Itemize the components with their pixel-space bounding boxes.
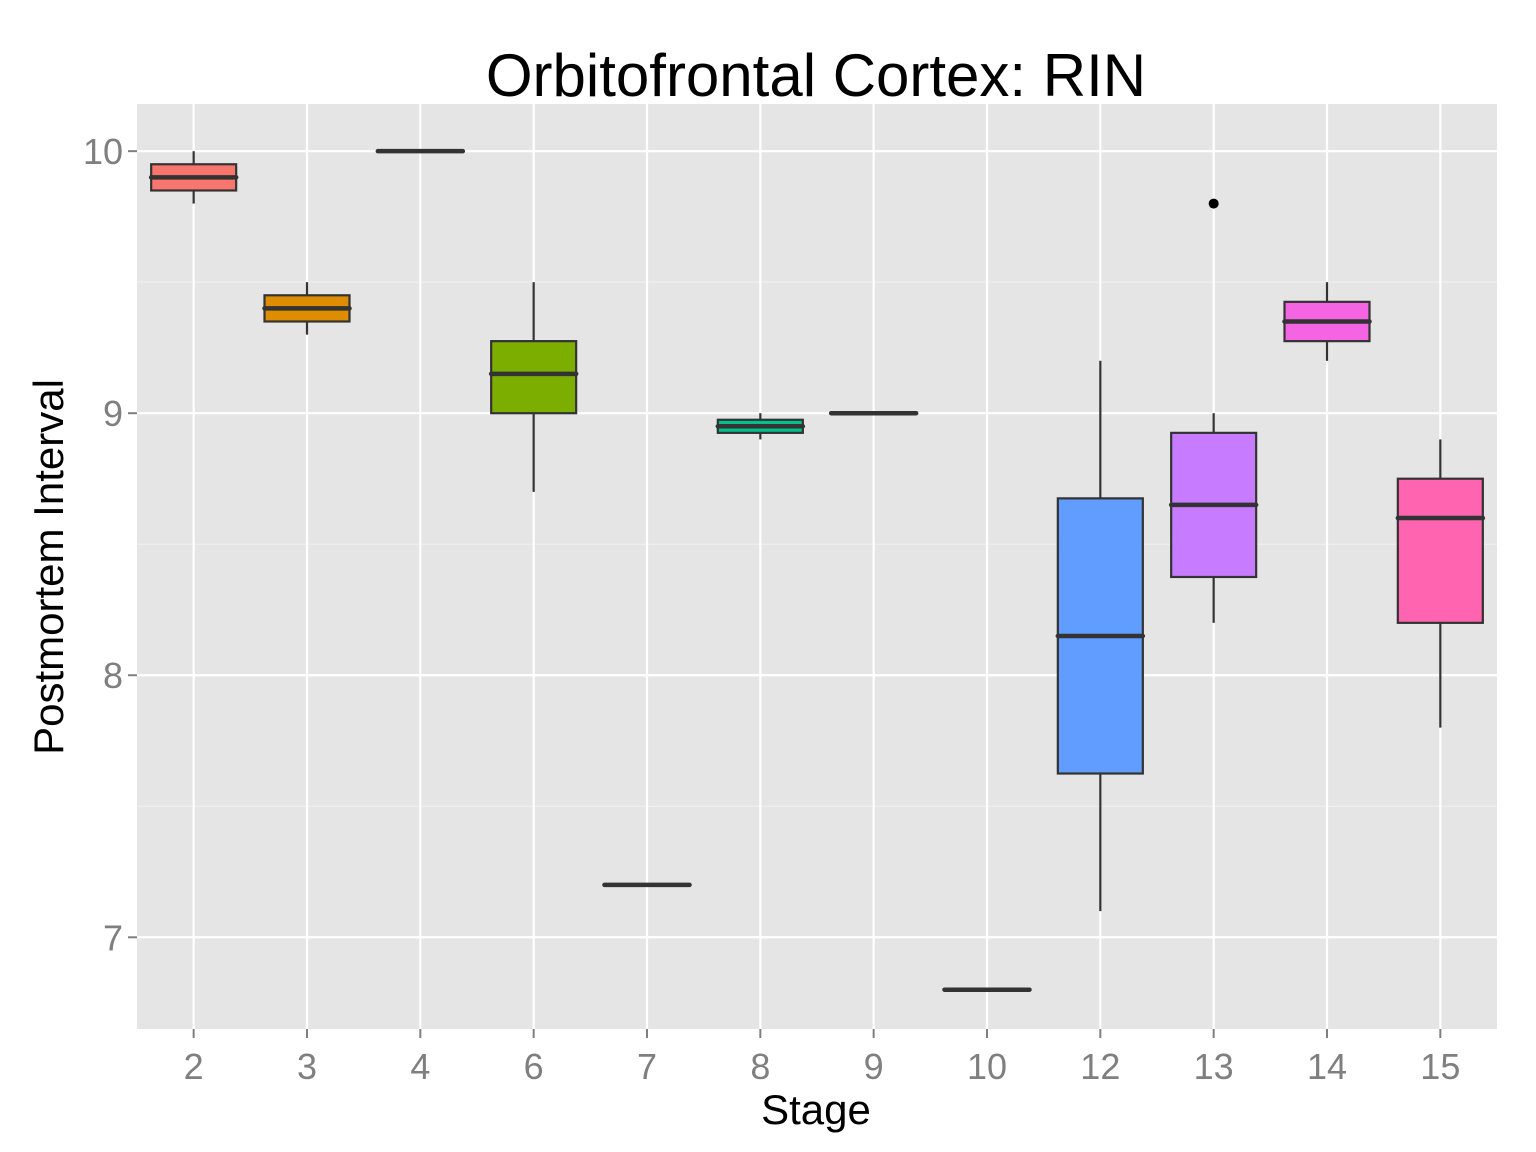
x-tick-label: 4 — [410, 1046, 430, 1087]
x-tick-label: 8 — [750, 1046, 770, 1087]
x-tick-label: 14 — [1307, 1046, 1347, 1087]
chart-title: Orbitofrontal Cortex: RIN — [486, 42, 1146, 109]
x-tick-label: 2 — [184, 1046, 204, 1087]
y-axis: 7 8 9 10 — [83, 131, 137, 958]
box-stage-6 — [488, 282, 579, 492]
x-tick-label: 10 — [967, 1046, 1007, 1087]
x-tick-label: 12 — [1080, 1046, 1120, 1087]
box-stage-12 — [1055, 360, 1146, 912]
plot-panel — [137, 104, 1497, 1029]
x-axis: 2 3 4 6 7 8 9 10 12 13 14 15 — [184, 1029, 1460, 1087]
y-tick-label: 9 — [103, 393, 123, 434]
grid-lines — [137, 104, 1497, 1029]
y-axis-title: Postmortem Interval — [25, 379, 72, 755]
y-tick-label: 7 — [103, 917, 123, 958]
box-stage-2 — [148, 151, 239, 204]
box-series — [148, 148, 1486, 992]
box-stage-8 — [715, 413, 806, 440]
box-stage-13 — [1168, 198, 1259, 623]
outlier-point — [1208, 198, 1219, 209]
x-tick-label: 15 — [1420, 1046, 1460, 1087]
x-tick-label: 13 — [1194, 1046, 1234, 1087]
box-stage-3 — [262, 282, 352, 335]
x-tick-label: 7 — [637, 1046, 657, 1087]
box-stage-14 — [1282, 282, 1372, 361]
x-tick-label: 3 — [297, 1046, 317, 1087]
y-tick-label: 10 — [83, 131, 123, 172]
box-stage-15 — [1395, 439, 1486, 728]
box-body — [490, 340, 578, 415]
box-body — [1396, 477, 1484, 624]
x-tick-label: 6 — [524, 1046, 544, 1087]
x-axis-title: Stage — [761, 1086, 871, 1133]
y-tick-label: 8 — [103, 655, 123, 696]
x-tick-label: 9 — [864, 1046, 884, 1087]
